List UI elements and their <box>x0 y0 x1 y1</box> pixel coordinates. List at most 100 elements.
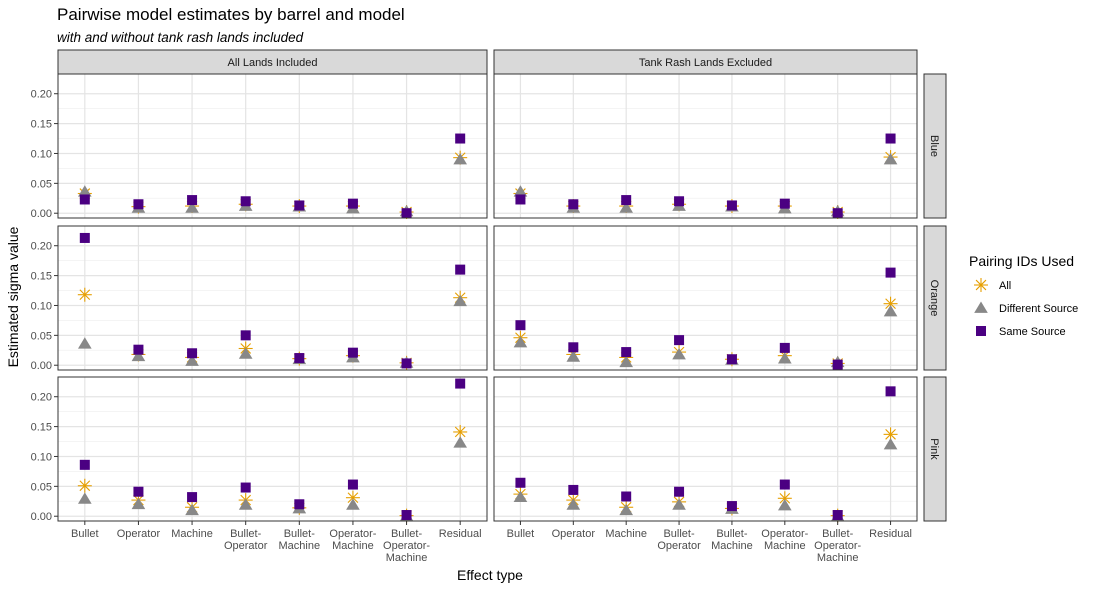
x-tick-label: Operator <box>117 528 161 540</box>
y-tick-label: 0.20 <box>31 241 52 253</box>
point-same-source-2 <box>187 492 198 503</box>
x-tick-label: Bullet <box>507 528 535 540</box>
point-different-source-7 <box>453 294 468 307</box>
chart-title: Pairwise model estimates by barrel and m… <box>57 5 405 24</box>
panel-background <box>494 377 917 521</box>
point-same-source-3 <box>674 486 685 497</box>
panel-background <box>58 74 487 218</box>
y-tick-label: 0.15 <box>31 271 52 283</box>
point-same-source-2 <box>621 195 632 206</box>
y-tick-label: 0.05 <box>31 330 52 342</box>
point-different-source-7 <box>453 436 468 448</box>
point-same-source-4 <box>294 499 305 510</box>
x-tick-label: Machine <box>817 552 859 564</box>
point-all-5-stroke <box>779 492 791 504</box>
point-same-source-4 <box>726 501 737 512</box>
point-same-source-2 <box>621 347 632 358</box>
y-tick-label: 0.00 <box>31 511 52 523</box>
x-tick-label: Machine <box>332 540 374 552</box>
y-tick-label: 0.00 <box>31 208 52 220</box>
facet-panel-orange-tank-rash-excluded <box>493 225 918 371</box>
point-different-source-5 <box>777 352 792 364</box>
x-tick-label: Bullet- <box>391 528 423 540</box>
x-tick-label: Residual <box>439 528 482 540</box>
legend-key-all <box>974 278 988 292</box>
point-different-source-0 <box>77 185 92 197</box>
point-different-source-2 <box>619 503 634 516</box>
point-different-source-2 <box>619 355 634 368</box>
panel-background <box>494 74 917 218</box>
legend-label: Same Source <box>999 326 1066 338</box>
panel-border <box>57 376 488 522</box>
point-same-source-4 <box>726 354 737 365</box>
y-tick-label: 0.05 <box>31 481 52 493</box>
point-same-source-3 <box>674 335 685 346</box>
point-all-7-stroke <box>885 298 896 310</box>
panel-border <box>493 225 918 371</box>
point-same-source-0 <box>79 459 90 470</box>
point-different-source-7 <box>453 152 468 165</box>
point-same-source-7 <box>885 386 896 397</box>
facet-panel-orange-all-lands: 0.00 0.05 0.10 0.15 0.20 <box>31 225 488 372</box>
point-same-source-6 <box>401 510 412 521</box>
panel-border <box>57 225 488 371</box>
point-different-source-5 <box>777 498 792 511</box>
y-axis-label: Estimated sigma value <box>5 226 21 367</box>
point-same-source-1 <box>568 199 579 210</box>
point-different-source-5 <box>346 498 360 510</box>
x-tick-label: Bullet- <box>230 528 262 540</box>
point-different-source-3 <box>672 347 686 360</box>
x-tick-label: Bullet- <box>822 528 854 540</box>
point-same-source-3 <box>240 330 251 341</box>
point-same-source-4 <box>726 200 737 211</box>
x-tick-label: Operator <box>657 540 701 552</box>
point-same-source-0 <box>79 194 90 205</box>
point-different-source-1 <box>566 350 581 362</box>
legend-title: Pairing IDs Used <box>969 253 1074 269</box>
point-different-source-1 <box>131 497 146 510</box>
facet-row-label: Pink <box>928 438 940 460</box>
x-tick-label: Machine <box>711 540 753 552</box>
facet-row-label: Orange <box>928 280 940 317</box>
point-same-source-7 <box>885 133 896 144</box>
point-same-source-7 <box>455 378 466 389</box>
legend: Pairing IDs Used All Different Source Same… <box>969 253 1078 338</box>
y-tick-label: 0.10 <box>31 148 52 160</box>
x-tick-label: Operator <box>552 528 596 540</box>
chart-subtitle: with and without tank rash lands include… <box>57 30 304 45</box>
point-same-source-5 <box>347 198 358 209</box>
facet-panel-blue-tank-rash-excluded <box>493 73 918 220</box>
point-all-0 <box>77 478 92 493</box>
point-different-source-0 <box>513 185 528 197</box>
point-same-source-1 <box>568 342 579 353</box>
panel-background <box>494 226 917 370</box>
x-tick-label: Machine <box>605 528 647 540</box>
x-tick-label: Residual <box>869 528 912 540</box>
y-tick-label: 0.05 <box>31 178 52 190</box>
point-same-source-6 <box>832 510 843 521</box>
legend-key-different-source <box>974 301 988 313</box>
point-different-source-0 <box>77 492 92 504</box>
point-same-source-0 <box>515 320 526 331</box>
x-tick-label: Operator- <box>814 540 861 552</box>
point-same-source-2 <box>187 195 198 206</box>
x-axis-label: Effect type <box>457 567 523 583</box>
facet-panel-pink-tank-rash-excluded: Bullet Operator Machine Bullet-OperatorBull… <box>493 376 918 564</box>
facet-column-label: Tank Rash Lands Excluded <box>639 57 772 69</box>
point-same-source-5 <box>347 479 358 490</box>
point-different-source-0 <box>513 490 528 502</box>
panel-background <box>58 377 487 521</box>
point-same-source-3 <box>240 482 251 493</box>
legend-key-same-source <box>976 326 986 336</box>
point-same-source-1 <box>133 199 144 210</box>
point-same-source-7 <box>455 264 466 275</box>
facet-column-strip <box>493 49 918 75</box>
point-same-source-0 <box>515 477 526 488</box>
point-all-7-stroke <box>885 429 896 440</box>
point-all-5-stroke <box>347 492 359 504</box>
point-same-source-6 <box>832 208 843 219</box>
point-different-source-3 <box>238 498 253 510</box>
point-different-source-3 <box>672 498 686 510</box>
point-different-source-7 <box>883 304 898 317</box>
